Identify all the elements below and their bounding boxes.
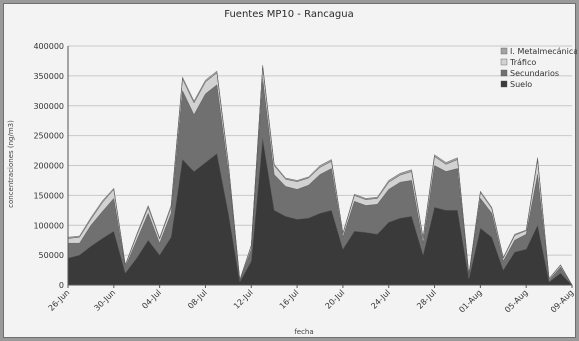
x-tick-label: 20-Jul — [324, 288, 347, 311]
legend-label: I. Metalmecánica — [510, 47, 577, 56]
y-tick-label: 400000 — [33, 42, 64, 51]
y-tick-label: 250000 — [33, 132, 64, 141]
y-tick-label: 300000 — [33, 102, 64, 111]
x-tick-label: 24-Jul — [369, 288, 392, 311]
y-tick-label: 100000 — [33, 221, 64, 230]
x-tick-label: 01-Aug — [457, 288, 484, 315]
legend: I. Metalmecánica Tráfico Secundarios Suelo — [500, 47, 577, 89]
chart-panel: Fuentes MP10 - Rancagua 0 50000 100000 1500… — [3, 3, 577, 338]
legend-label: Suelo — [510, 80, 532, 89]
x-tick-label: 09-Aug — [549, 288, 576, 315]
legend-swatch — [500, 47, 508, 55]
x-tick-label: 12-Jul — [232, 288, 255, 311]
legend-label: Tráfico — [509, 58, 536, 67]
y-axis-title: concentraciones (ng/m3) — [7, 120, 15, 208]
x-axis-title: fecha — [294, 328, 313, 336]
x-tick-label: 08-Jul — [186, 288, 209, 311]
x-tick-label: 28-Jul — [415, 288, 438, 311]
legend-swatch — [500, 69, 508, 77]
x-tick-label: 04-Jul — [140, 288, 163, 311]
y-tick-label: 200000 — [33, 162, 64, 171]
x-tick-label: 05-Aug — [503, 288, 530, 315]
legend-swatch — [500, 80, 508, 88]
chart-title: Fuentes MP10 - Rancagua — [224, 9, 353, 20]
y-tick-label: 50000 — [39, 251, 64, 260]
x-tick-label: 16-Jul — [278, 288, 301, 311]
area-i-metalmec-nica — [67, 65, 573, 286]
y-tick-label: 150000 — [33, 191, 64, 200]
chart-svg: Fuentes MP10 - Rancagua 0 50000 100000 1500… — [7, 9, 577, 336]
y-tick-label: 0 — [59, 281, 64, 290]
x-tick-label: 30-Jun — [92, 288, 117, 313]
y-tick-label: 350000 — [33, 72, 64, 81]
legend-swatch — [500, 58, 508, 66]
x-tick-label: 26-Jun — [47, 288, 72, 313]
legend-label: Secundarios — [510, 69, 559, 78]
area-layer — [67, 65, 573, 286]
